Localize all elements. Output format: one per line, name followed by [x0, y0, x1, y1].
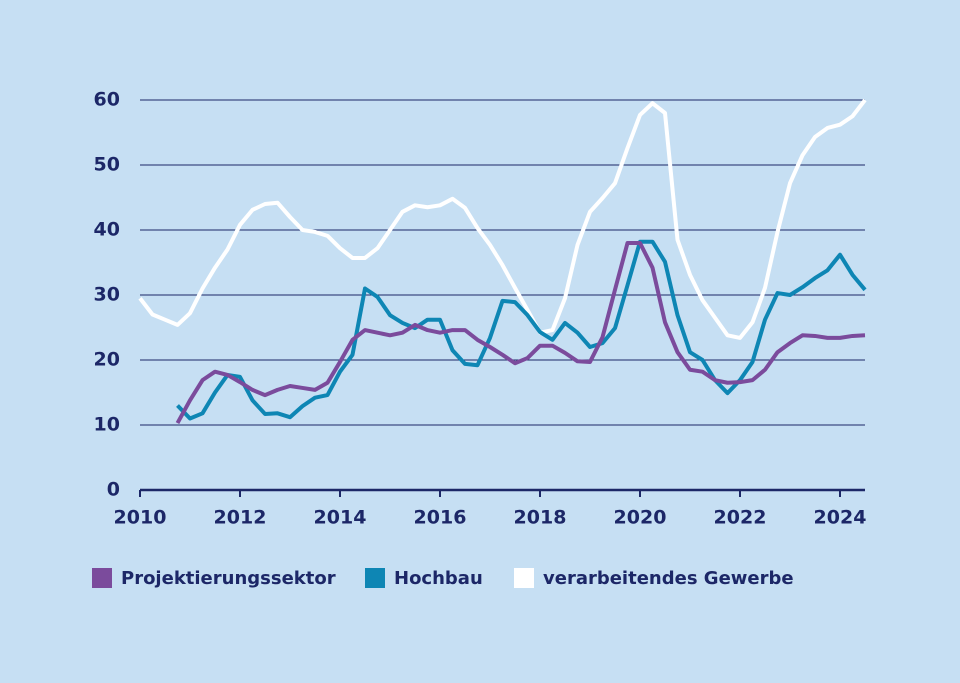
x-tick-label: 2010 [114, 507, 167, 529]
y-tick-label: 40 [94, 219, 120, 241]
x-tick-label: 2018 [514, 507, 567, 529]
x-tick-label: 2014 [314, 507, 367, 529]
y-tick-label: 60 [94, 89, 120, 111]
y-tick-label: 50 [94, 154, 120, 176]
line [176, 239, 867, 421]
y-tick-label: 10 [94, 414, 120, 436]
y-tick-label: 30 [94, 284, 120, 306]
legend-label: Projektierungssektor [121, 568, 336, 589]
legend-swatch [92, 568, 112, 588]
x-tick-label: 2022 [714, 507, 767, 529]
x-tick-label: 2016 [414, 507, 467, 529]
y-tick-label: 0 [107, 479, 120, 501]
x-tick-label: 2020 [614, 507, 667, 529]
line [138, 98, 867, 340]
legend-label: Hochbau [394, 568, 483, 589]
x-tick-label: 2012 [214, 507, 267, 529]
y-tick-label: 20 [94, 349, 120, 371]
legend-label: verarbeitendes Gewerbe [543, 568, 794, 589]
line [175, 241, 866, 425]
legend-swatch [365, 568, 385, 588]
x-tick-label: 2024 [814, 507, 867, 529]
legend-swatch [514, 568, 534, 588]
